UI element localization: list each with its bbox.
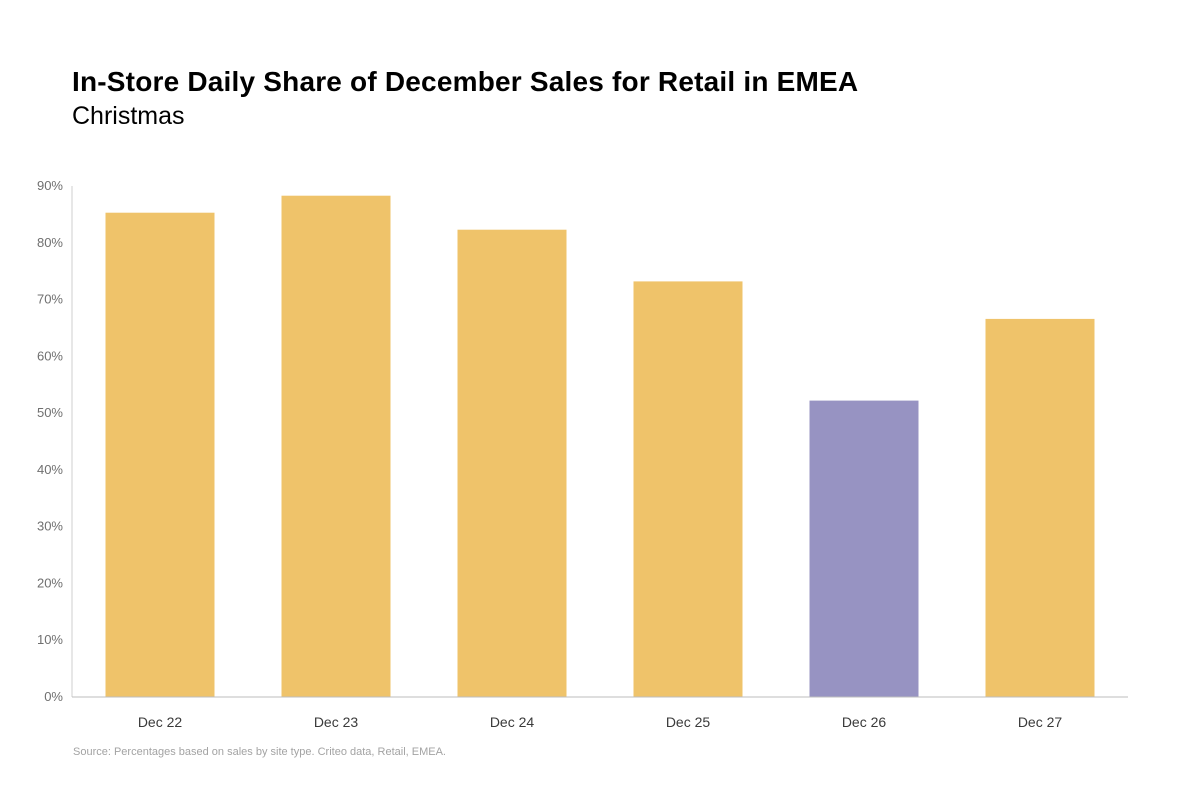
- y-tick-label: 30%: [37, 519, 63, 534]
- bars: [105, 195, 1095, 697]
- bar-dec-25: [633, 281, 743, 697]
- y-tick-label: 80%: [37, 235, 63, 250]
- chart-title: In-Store Daily Share of December Sales f…: [72, 66, 859, 97]
- bar-dec-27: [985, 318, 1095, 697]
- x-category-label: Dec 24: [490, 714, 535, 730]
- x-category-label: Dec 26: [842, 714, 887, 730]
- y-tick-label: 10%: [37, 632, 63, 647]
- x-category-label: Dec 23: [314, 714, 359, 730]
- y-tick-label: 40%: [37, 462, 63, 477]
- bar-dec-22: [105, 212, 215, 697]
- y-tick-label: 50%: [37, 405, 63, 420]
- y-tick-label: 90%: [37, 178, 63, 193]
- bar-dec-24: [457, 229, 567, 697]
- y-tick-label: 70%: [37, 292, 63, 307]
- bar-dec-26: [809, 400, 919, 697]
- x-category-label: Dec 22: [138, 714, 183, 730]
- chart-subtitle: Christmas: [72, 102, 185, 130]
- y-tick-label: 0%: [44, 689, 63, 704]
- bar-dec-23: [281, 195, 391, 697]
- x-category-label: Dec 25: [666, 714, 711, 730]
- y-tick-label: 60%: [37, 348, 63, 363]
- x-axis: Dec 22 Dec 23 Dec 24 Dec 25 Dec 26 Dec 27: [72, 696, 1128, 730]
- source-note: Source: Percentages based on sales by si…: [73, 746, 446, 758]
- x-category-label: Dec 27: [1018, 714, 1063, 730]
- y-tick-label: 20%: [37, 575, 63, 590]
- y-axis: 0% 10% 20% 30% 40% 50% 60% 70% 80% 90%: [37, 178, 73, 704]
